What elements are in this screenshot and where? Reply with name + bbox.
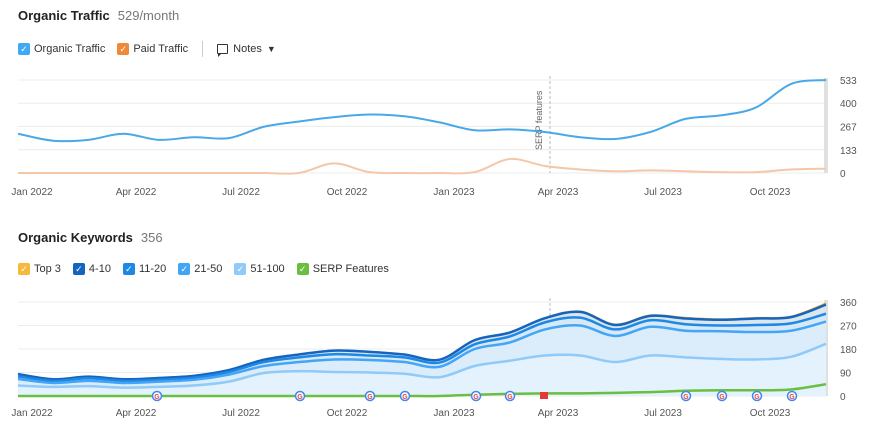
x-tick-label: Jan 2023 xyxy=(433,408,475,419)
legend-label: Organic Traffic xyxy=(34,43,106,55)
annotation-label: SERP features xyxy=(534,90,544,150)
google-update-icon: G xyxy=(683,394,689,401)
checkbox-icon[interactable]: ✓ xyxy=(117,43,130,55)
chevron-down-icon: ▼ xyxy=(266,44,276,54)
legend-top-3[interactable]: ✓ Top 3 xyxy=(18,263,61,275)
y-tick-label: 180 xyxy=(840,345,857,356)
traffic-title: Organic Traffic xyxy=(18,8,110,23)
legend-paid-traffic[interactable]: ✓ Paid Traffic xyxy=(117,43,188,55)
y-tick-label: 0 xyxy=(840,169,846,180)
google-update-icon: G xyxy=(754,394,760,401)
keywords-value: 356 xyxy=(140,230,163,245)
google-update-icon: G xyxy=(402,394,408,401)
y-tick-label: 270 xyxy=(840,322,857,333)
divider xyxy=(202,41,204,57)
google-update-icon: G xyxy=(154,394,160,401)
x-tick-label: Jul 2023 xyxy=(644,408,682,419)
series-line xyxy=(17,320,827,385)
checkbox-icon[interactable]: ✓ xyxy=(122,263,135,275)
google-update-icon xyxy=(364,390,376,402)
x-tick-label: Jul 2023 xyxy=(644,187,682,198)
y-tick-label: 0 xyxy=(840,392,846,403)
x-tick-label: Jul 2022 xyxy=(222,408,260,419)
traffic-legend: ✓ Organic Traffic ✓ Paid Traffic Notes ▼ xyxy=(18,41,276,57)
google-update-icon xyxy=(294,390,306,402)
legend-label: Top 3 xyxy=(34,263,61,275)
keywords-legend: ✓ Top 3 ✓ 4-10 ✓ 11-20 ✓ 21-50 ✓ 51-100 … xyxy=(18,263,389,275)
y-tick-label: 133 xyxy=(840,146,857,157)
x-tick-label: Jan 2022 xyxy=(11,408,53,419)
y-tick-label: 267 xyxy=(840,122,857,133)
google-update-icon xyxy=(786,390,798,402)
comment-icon xyxy=(217,44,229,57)
checkbox-icon[interactable]: ✓ xyxy=(18,43,30,55)
google-update-icon xyxy=(504,390,516,402)
legend-label: Paid Traffic xyxy=(133,43,189,55)
y-tick-label: 90 xyxy=(840,369,852,380)
x-tick-label: Jan 2022 xyxy=(11,187,53,198)
keywords-title: Organic Keywords xyxy=(18,230,133,245)
keywords-header: Organic Keywords 356 xyxy=(18,230,163,245)
x-tick-label: Oct 2023 xyxy=(750,187,791,198)
google-update-icon: G xyxy=(297,394,303,401)
organic-keywords-chart[interactable]: 0 90 180 270 360 Jan 2022 Apr 2022 Jul 2022 Oct … xyxy=(0,290,873,429)
google-update-icon xyxy=(716,390,728,402)
traffic-header: Organic Traffic 529/month xyxy=(18,8,179,23)
legend-label: 51-100 xyxy=(250,263,285,275)
x-tick-label: Apr 2023 xyxy=(538,408,579,419)
notes-label: Notes xyxy=(233,43,262,55)
google-update-icon xyxy=(399,390,411,402)
y-tick-label: 533 xyxy=(840,76,857,87)
google-update-icon: G xyxy=(719,394,725,401)
legend-label: 11-20 xyxy=(138,263,167,275)
series-line xyxy=(17,312,827,383)
legend-4-10[interactable]: ✓ 4-10 xyxy=(72,263,111,275)
series-line xyxy=(18,157,827,175)
checkbox-icon[interactable]: ✓ xyxy=(72,263,85,275)
series-line xyxy=(17,303,827,381)
google-update-icon xyxy=(470,390,482,402)
x-tick-label: Apr 2022 xyxy=(116,187,157,198)
flag-icon xyxy=(540,392,548,399)
x-tick-label: Oct 2023 xyxy=(750,408,791,419)
legend-11-20[interactable]: ✓ 11-20 xyxy=(122,263,167,275)
google-update-icon: G xyxy=(507,394,513,401)
x-tick-label: Apr 2023 xyxy=(538,187,579,198)
checkbox-icon[interactable]: ✓ xyxy=(18,263,30,275)
traffic-value: 529/month xyxy=(117,8,180,23)
checkbox-icon[interactable]: ✓ xyxy=(178,263,191,275)
series-line xyxy=(17,79,827,143)
x-tick-label: Jul 2022 xyxy=(222,187,260,198)
legend-label: 21-50 xyxy=(194,263,223,275)
y-tick-label: 360 xyxy=(840,298,857,309)
legend-serp-features[interactable]: ✓ SERP Features xyxy=(296,263,389,275)
y-tick-label: 400 xyxy=(840,99,857,110)
series-area xyxy=(18,343,826,396)
x-tick-label: Jan 2023 xyxy=(433,187,475,198)
google-update-icon: G xyxy=(789,394,795,401)
google-update-icon: G xyxy=(367,394,373,401)
x-tick-label: Oct 2022 xyxy=(327,408,368,419)
google-update-icon: G xyxy=(473,394,479,401)
legend-label: SERP Features xyxy=(312,263,389,275)
checkbox-icon[interactable]: ✓ xyxy=(234,263,247,275)
legend-label: 4-10 xyxy=(88,263,111,275)
series-line xyxy=(17,342,827,389)
legend-21-50[interactable]: ✓ 21-50 xyxy=(178,263,222,275)
google-update-icon xyxy=(751,390,763,402)
x-tick-label: Oct 2022 xyxy=(327,187,368,198)
notes-dropdown[interactable]: Notes ▼ xyxy=(217,43,276,57)
google-update-icon xyxy=(151,390,163,402)
organic-traffic-chart[interactable]: 0 133 267 400 533 Jan 2022 Apr 2022 Jul 2022 Oct… xyxy=(0,66,873,200)
google-update-icon xyxy=(680,390,692,402)
range-handle xyxy=(824,78,828,173)
x-tick-label: Apr 2022 xyxy=(116,408,157,419)
checkbox-icon[interactable]: ✓ xyxy=(296,263,309,275)
legend-51-100[interactable]: ✓ 51-100 xyxy=(234,263,285,275)
legend-organic-traffic[interactable]: ✓ Organic Traffic xyxy=(18,43,105,55)
